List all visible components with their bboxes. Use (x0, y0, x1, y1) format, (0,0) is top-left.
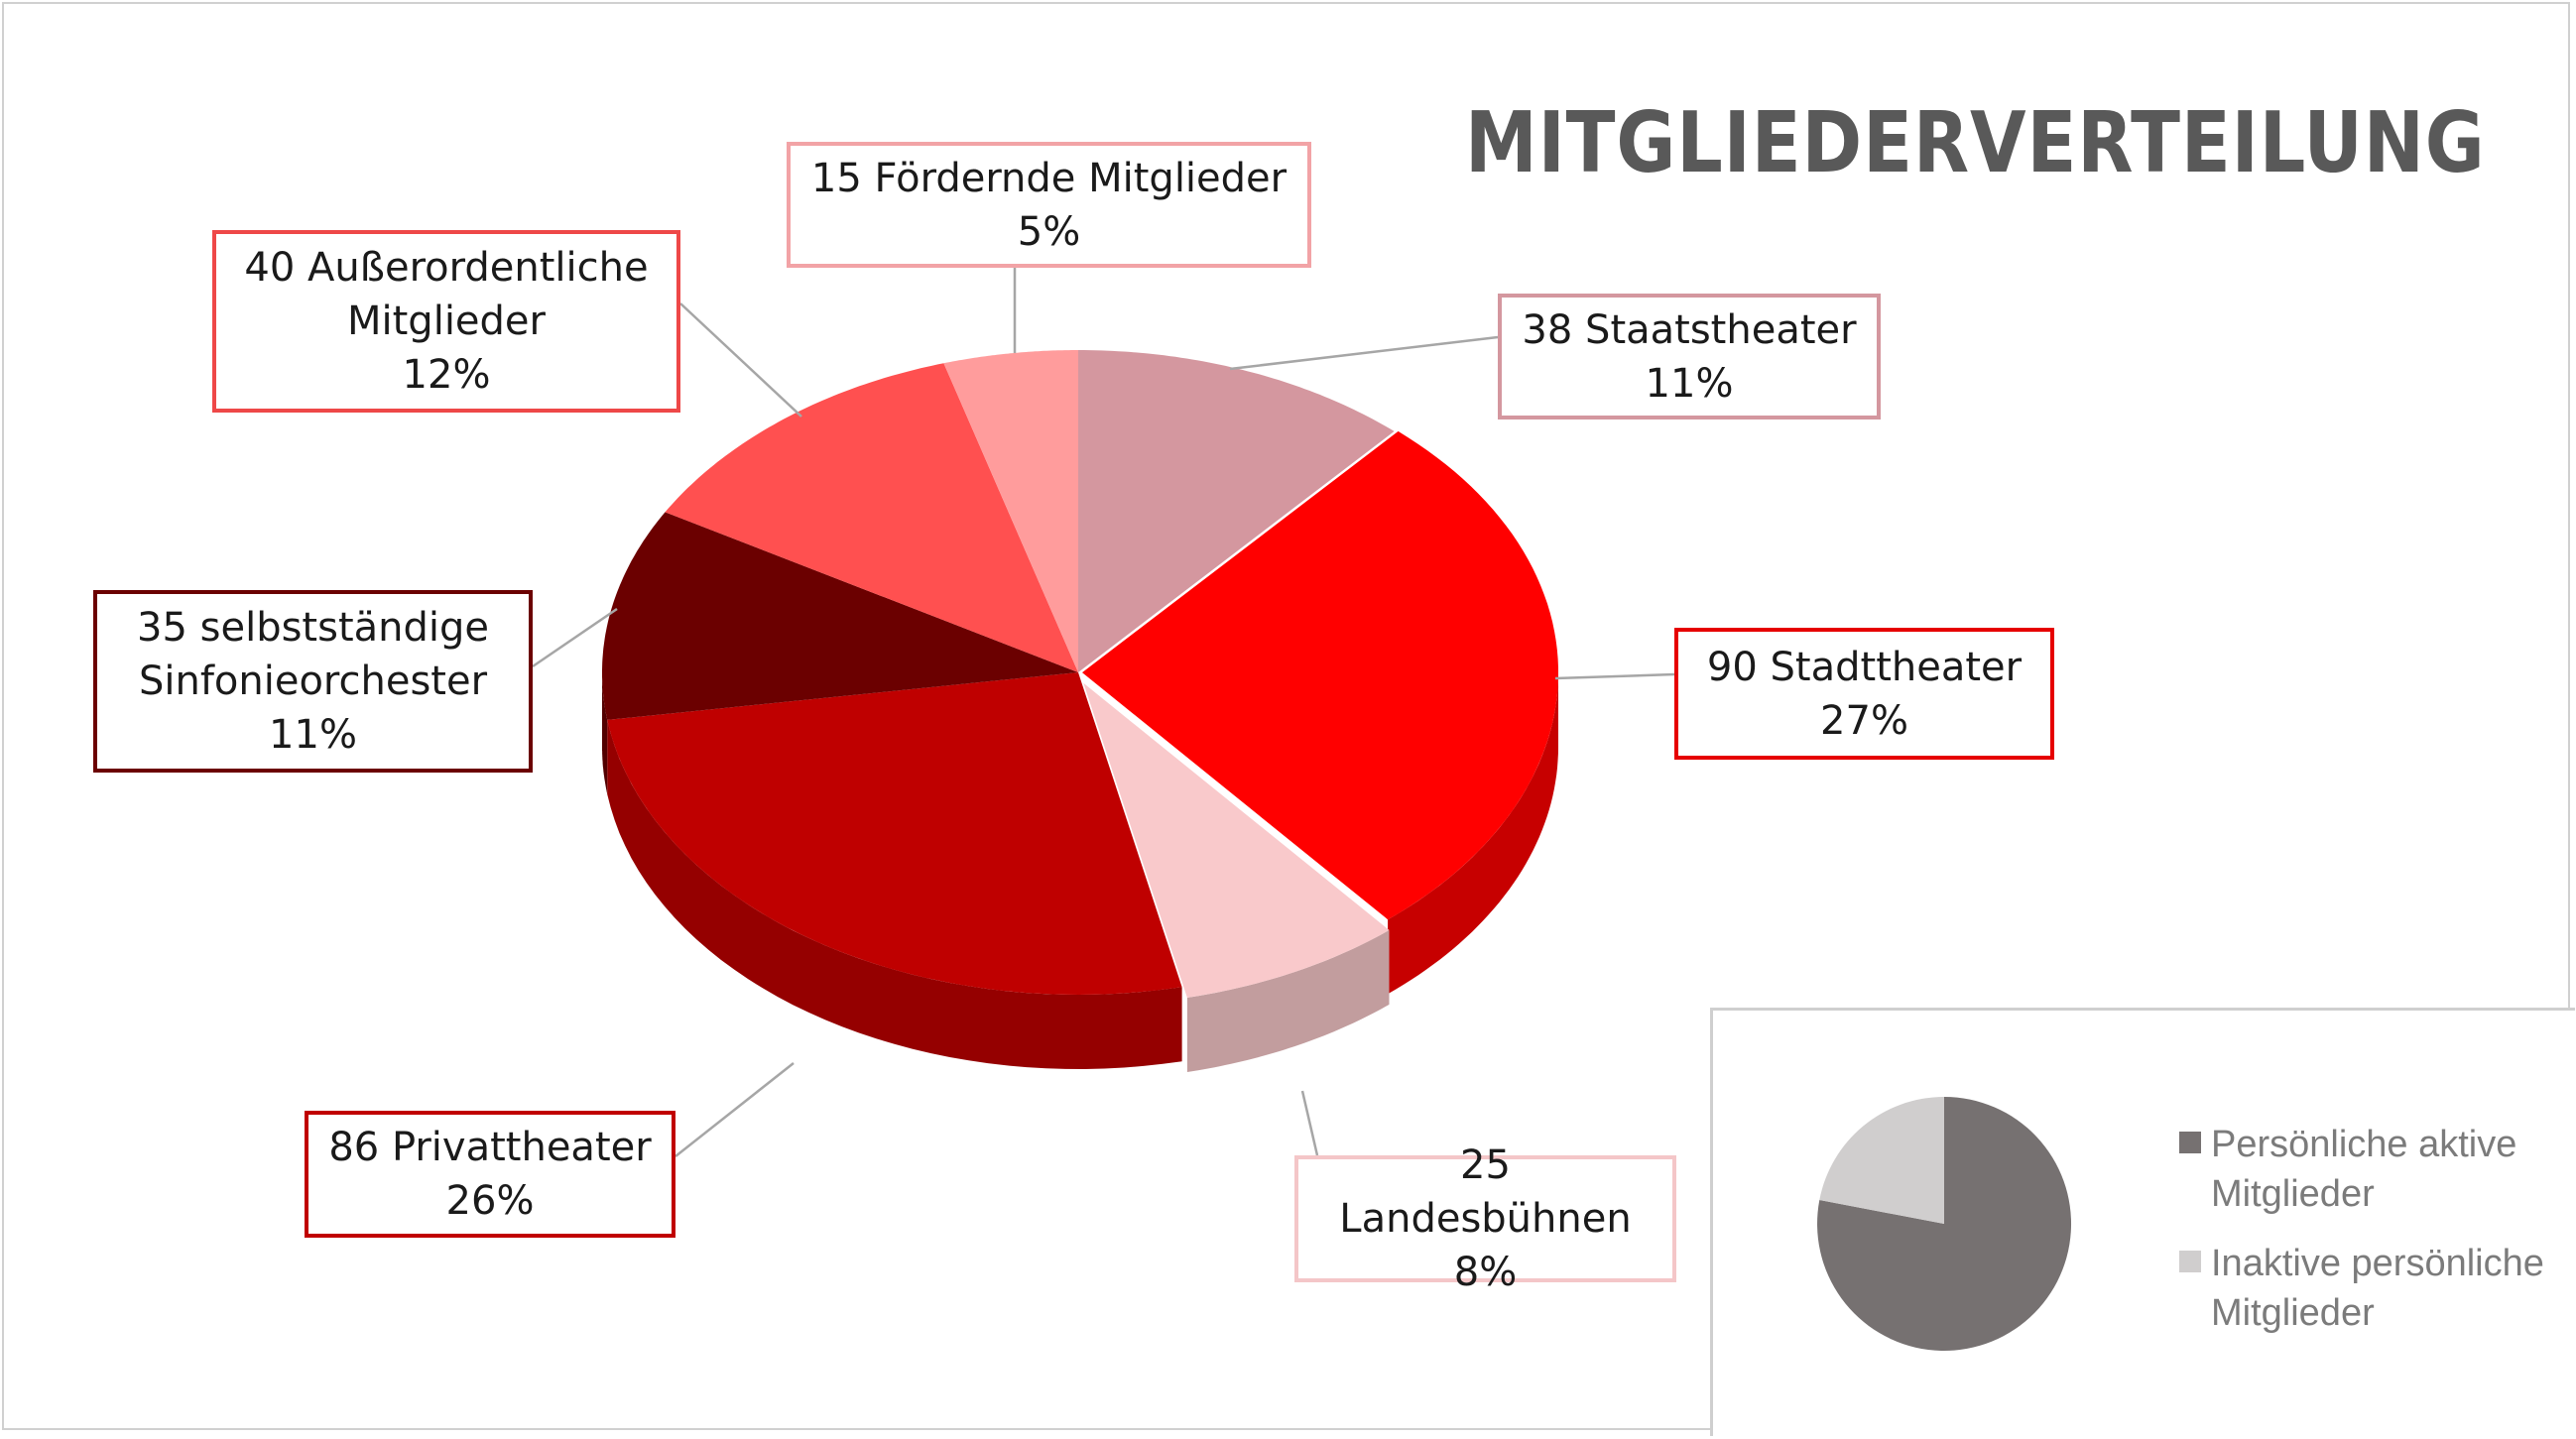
data-label-category: Landesbühnen (1339, 1196, 1632, 1242)
data-label-percent: 27% (1820, 697, 1908, 744)
pie-slice-foerdernde (943, 350, 1078, 672)
data-label-stadttheater: 90 Stadttheater 27% (1674, 628, 2054, 760)
pie-depth-sides (602, 672, 1558, 1072)
data-label-sinfonieorchester: 35 selbstständige Sinfonieorchester 11% (93, 590, 533, 773)
data-label-value: 15 (810, 155, 862, 201)
data-label-text: 15 Fördernde Mitglieder (811, 152, 1287, 205)
leader-lines (532, 268, 1675, 1157)
legend-item-active: Persönliche aktive Mitglieder (2179, 1120, 2576, 1219)
secondary-pie-chart (1817, 1097, 2072, 1351)
legend-label: Inaktive persönliche Mitglieder (2211, 1243, 2544, 1334)
leader-line-stadttheater (1554, 672, 1675, 680)
chart-title: MITGLIEDERVERTEILUNG (1465, 94, 2486, 192)
data-label-value: 86 (328, 1125, 380, 1170)
pie-side-privattheater (607, 719, 1182, 1069)
data-label-value: 90 (1706, 644, 1758, 690)
data-label-text: 86 Privattheater (328, 1121, 651, 1174)
data-label-ausserordentliche: 40 Außerordentliche Mitglieder 12% (212, 230, 680, 413)
secondary-pie-slice-inactive (1819, 1097, 1944, 1224)
leader-line-staatstheater (1229, 335, 1499, 371)
data-label-percent: 12% (402, 352, 491, 398)
data-label-text: 25 Landesbühnen (1308, 1139, 1662, 1246)
data-label-text: 38 Staatstheater (1522, 303, 1856, 357)
legend-swatch (2179, 1251, 2201, 1272)
legend-label: Persönliche aktive Mitglieder (2211, 1124, 2517, 1215)
data-label-percent: 8% (1453, 1250, 1518, 1295)
pie-side-landesbuehnen (1186, 929, 1390, 1072)
pie-side-stadttheater (1388, 672, 1558, 995)
data-label-category: Staatstheater (1585, 306, 1857, 353)
legend-swatch (2179, 1132, 2201, 1153)
data-label-landesbuehnen: 25 Landesbühnen 8% (1294, 1142, 1676, 1295)
secondary-pie-panel: Persönliche aktive Mitglieder Inaktive pe… (1710, 1008, 2575, 1436)
leader-line-sinfonieorchester (532, 607, 618, 668)
pie-slice-staatstheater (1078, 350, 1395, 672)
pie-slices (602, 350, 1558, 998)
pie-side-sinfonieorchester (602, 672, 608, 794)
data-label-text: 40 Außerordentliche Mitglieder (244, 241, 648, 348)
data-label-percent: 26% (445, 1178, 535, 1224)
data-label-percent: 11% (269, 712, 357, 758)
data-label-value: 25 (1460, 1142, 1511, 1188)
pie-slice-ausserordentliche (665, 363, 1078, 672)
data-label-text: 90 Stadttheater (1707, 641, 2022, 694)
data-label-privattheater: 86 Privattheater 26% (305, 1111, 675, 1238)
data-label-percent: 11% (1645, 360, 1734, 407)
pie-slice-sinfonieorchester (602, 512, 1078, 720)
data-label-value: 40 (244, 245, 296, 291)
legend-item-inactive: Inaktive persönliche Mitglieder (2179, 1239, 2576, 1338)
data-label-category: Privattheater (391, 1125, 652, 1170)
data-label-category: Fördernde Mitglieder (874, 155, 1288, 201)
leader-line-ausserordentliche (679, 302, 802, 418)
data-label-category: selbstständige Sinfonieorchester (138, 605, 489, 704)
secondary-pie-slice-active (1817, 1097, 2072, 1351)
pie-slice-stadttheater (1082, 430, 1558, 920)
data-label-value: 35 (137, 605, 187, 651)
pie-slice-landesbuehnen (1083, 682, 1390, 998)
data-label-value: 38 (1522, 306, 1573, 353)
leader-line-landesbuehnen (1300, 1090, 1319, 1156)
data-label-text: 35 selbstständige Sinfonieorchester (137, 601, 489, 708)
data-label-category: Stadttheater (1770, 644, 2023, 690)
data-label-percent: 5% (1017, 208, 1081, 255)
pie-slice-privattheater (607, 672, 1182, 995)
data-label-staatstheater: 38 Staatstheater 11% (1498, 294, 1881, 420)
leader-line-privattheater (675, 1062, 795, 1157)
data-label-foerdernde: 15 Fördernde Mitglieder 5% (787, 142, 1311, 268)
data-label-category: Außerordentliche Mitglieder (307, 245, 649, 344)
